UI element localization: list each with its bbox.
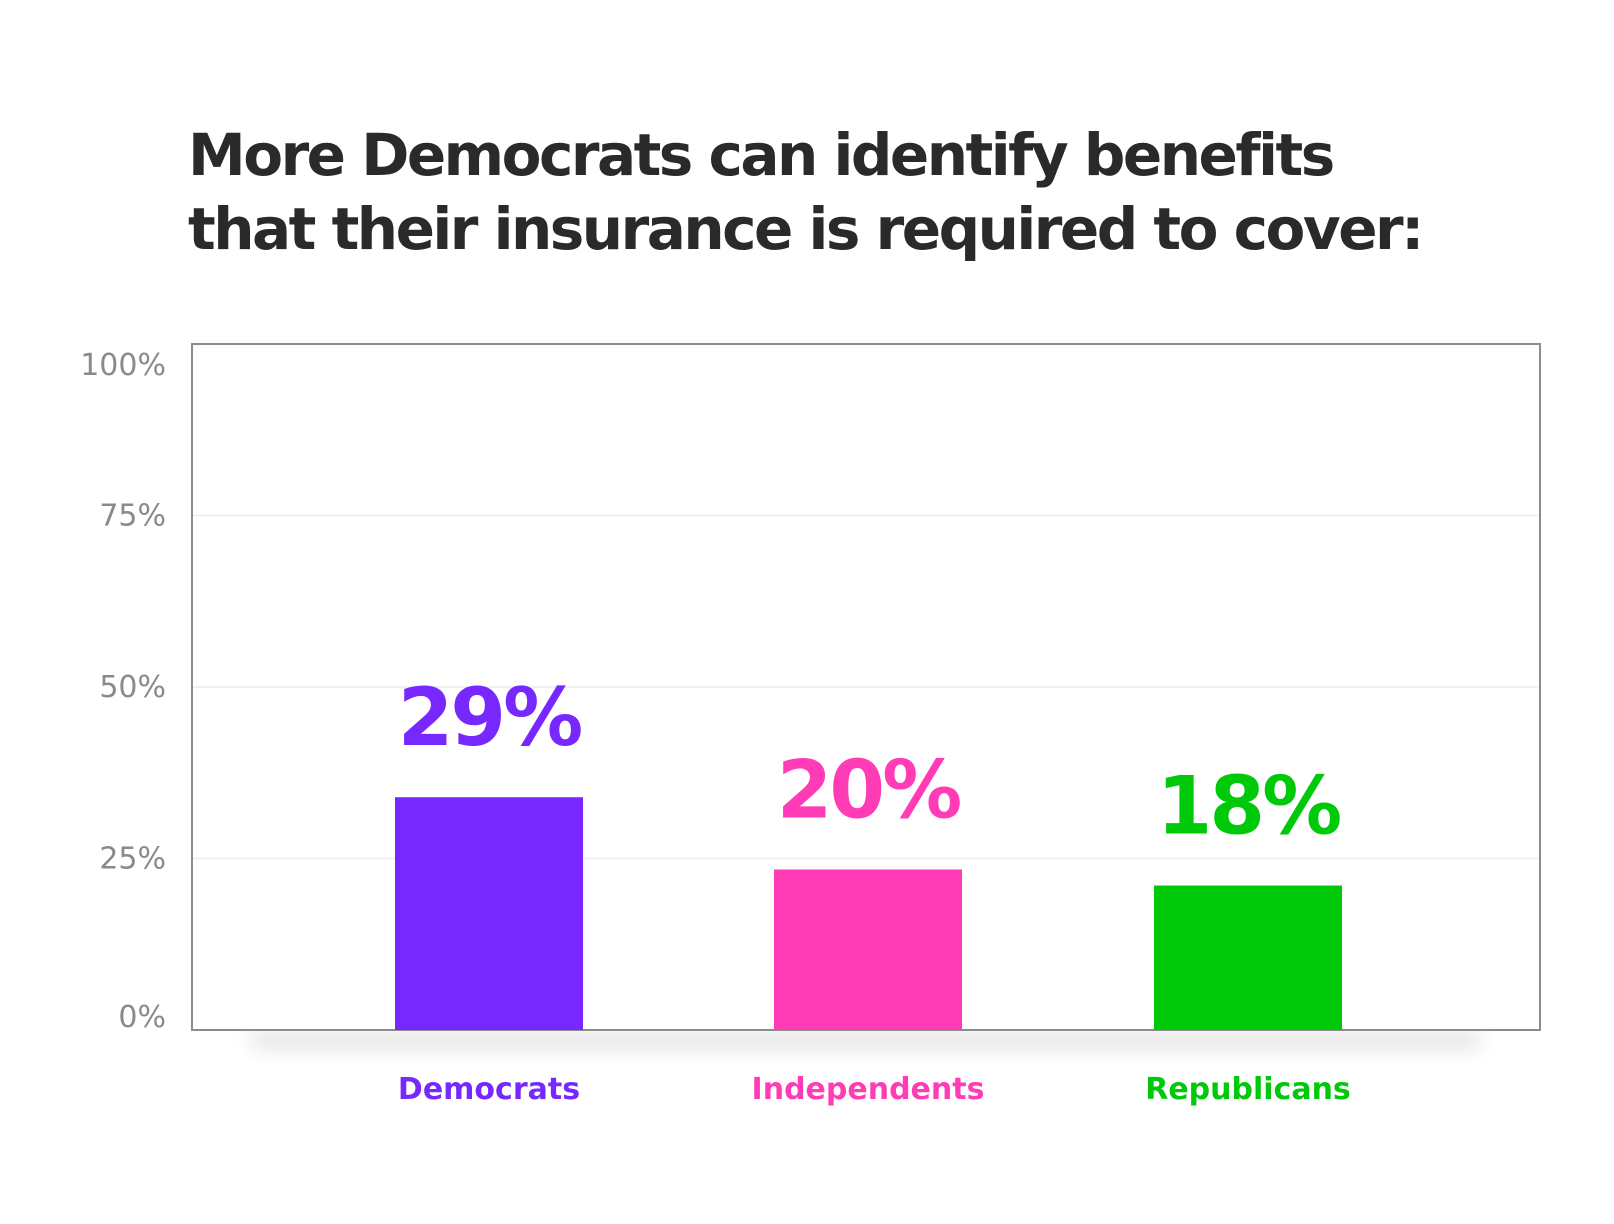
bar-republicans[interactable]: [1154, 885, 1342, 1030]
y-tick-label: 100%: [80, 348, 166, 383]
y-tick-label: 25%: [99, 842, 166, 877]
chart-title: More Democrats can identify benefits tha…: [188, 118, 1448, 266]
y-tick-label: 0%: [118, 1000, 166, 1035]
category-label-republicans: Republicans: [1145, 1072, 1351, 1107]
value-label-independents: 20%: [777, 743, 960, 836]
baseline-shadow: [252, 1032, 1480, 1048]
y-tick-label: 75%: [99, 499, 166, 534]
category-label-democrats: Democrats: [398, 1072, 580, 1107]
chart-title-line-2: that their insurance is required to cove…: [188, 195, 1424, 263]
value-label-republicans: 18%: [1157, 760, 1340, 853]
bar-democrats[interactable]: [395, 797, 583, 1030]
y-tick-label: 50%: [99, 670, 166, 705]
value-label-democrats: 29%: [398, 671, 581, 764]
bar-independents[interactable]: [774, 869, 962, 1030]
category-label-independents: Independents: [752, 1072, 985, 1107]
chart-title-line-1: More Democrats can identify benefits: [188, 121, 1335, 189]
